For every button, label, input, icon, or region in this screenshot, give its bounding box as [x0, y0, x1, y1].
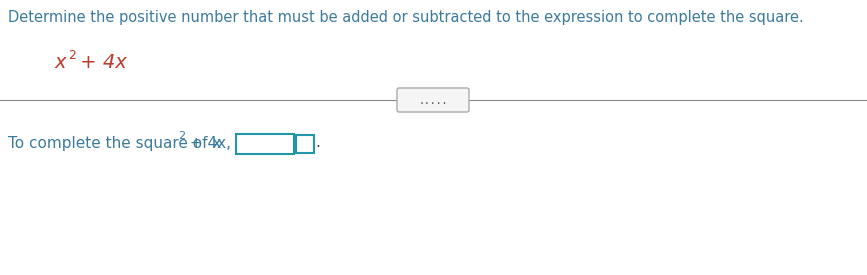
Text: .: .: [316, 135, 321, 150]
Text: .....: .....: [418, 96, 447, 106]
Text: To complete the square of x: To complete the square of x: [8, 136, 221, 151]
Text: x: x: [55, 53, 67, 72]
FancyBboxPatch shape: [236, 134, 294, 154]
Text: 2: 2: [179, 131, 186, 141]
FancyBboxPatch shape: [296, 135, 314, 153]
Text: Determine the positive number that must be added or subtracted to the expression: Determine the positive number that must …: [8, 10, 804, 25]
FancyBboxPatch shape: [397, 88, 469, 112]
Text: subtract: subtract: [234, 135, 295, 150]
Text: 2: 2: [68, 49, 76, 62]
Text: + 4x,: + 4x,: [186, 136, 231, 151]
Text: + 4x: + 4x: [74, 53, 127, 72]
